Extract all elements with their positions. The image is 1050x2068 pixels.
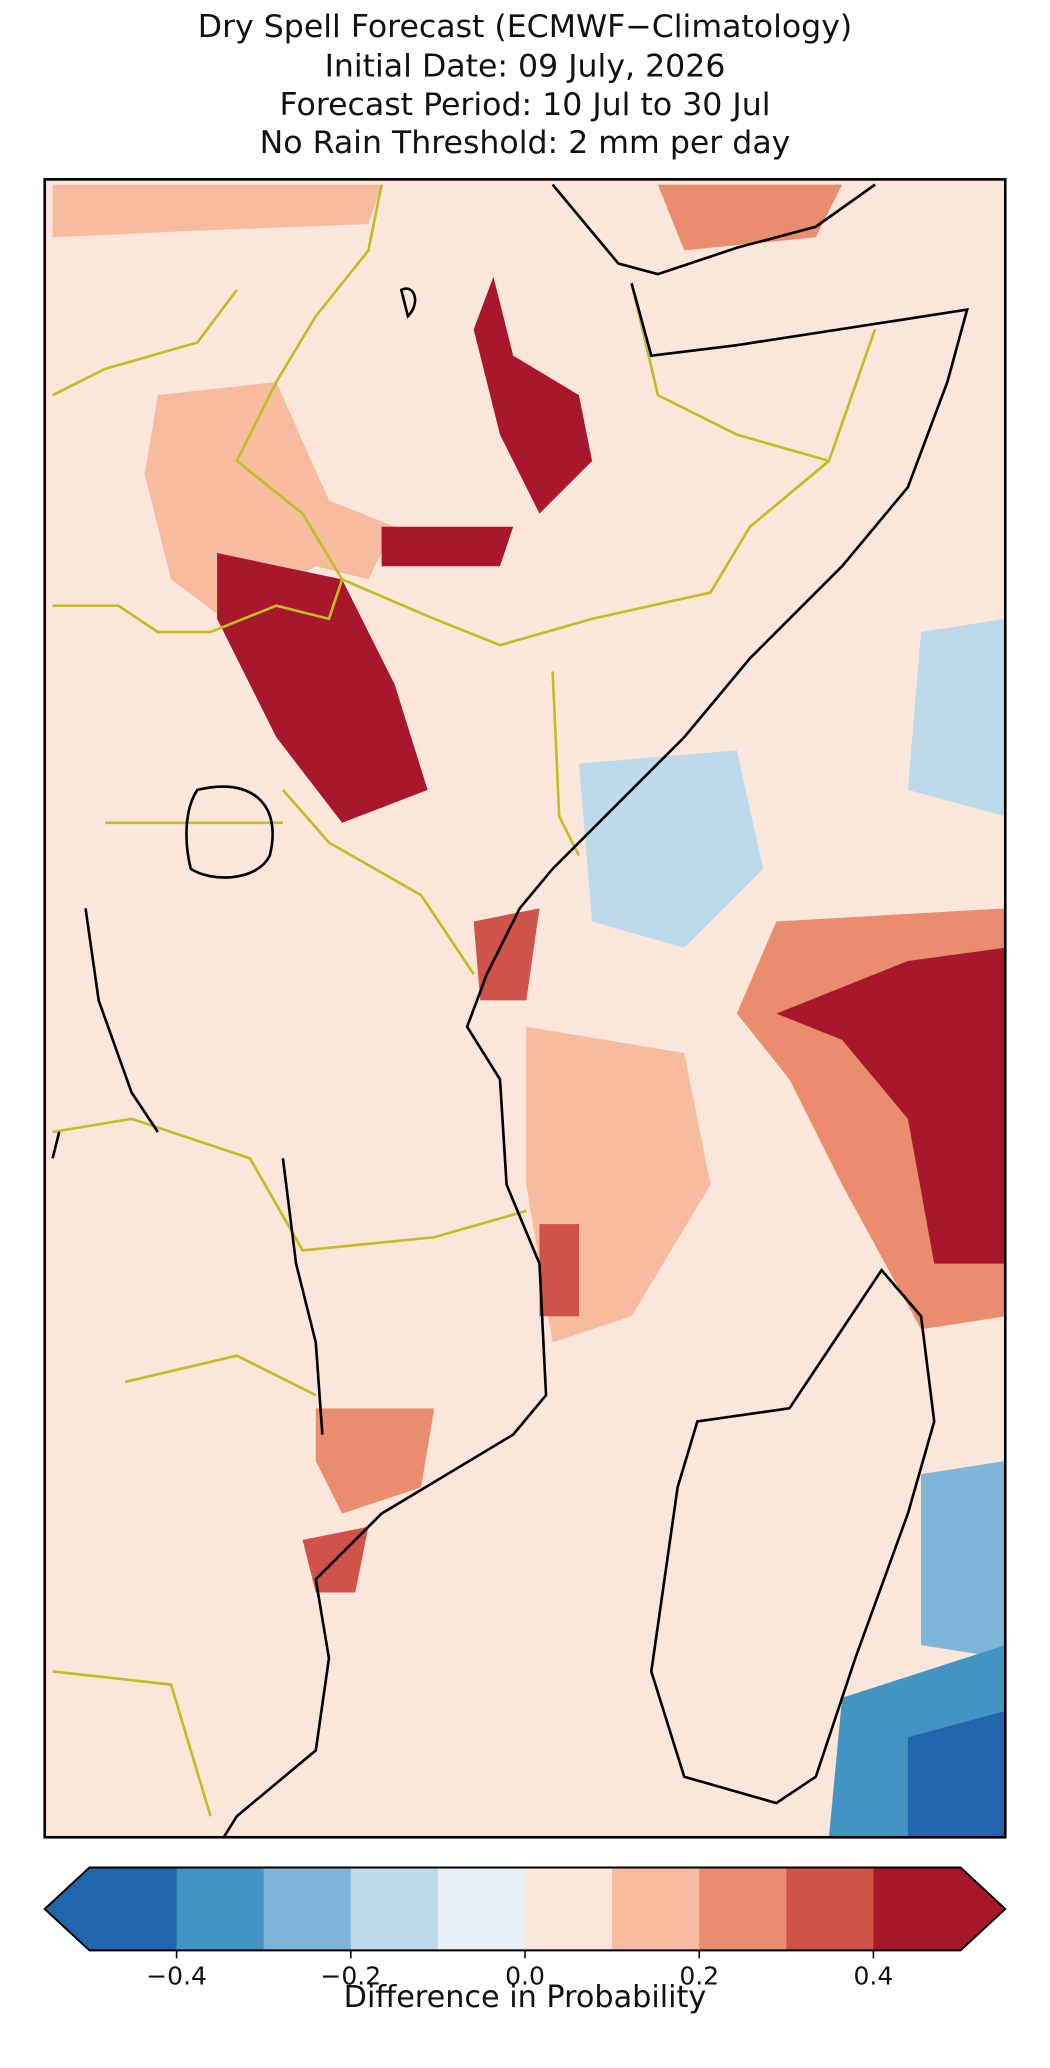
colorbar-segment bbox=[699, 1867, 787, 1951]
colorbar-segment bbox=[525, 1867, 613, 1951]
colorbar-outline bbox=[43, 1866, 1007, 1952]
colorbar-tick-label: 0.2 bbox=[679, 1962, 719, 1991]
map-frame bbox=[43, 178, 1007, 1839]
colorbar-segment bbox=[873, 1867, 962, 1951]
colorbar-segment bbox=[350, 1867, 439, 1951]
colorbar-tick-label: −0.4 bbox=[146, 1962, 207, 1991]
colorbar-label: Difference in Probability bbox=[344, 1980, 707, 2015]
colorbar-tick-label: 0.4 bbox=[854, 1962, 894, 1991]
title-line: Dry Spell Forecast (ECMWF−Climatology) bbox=[198, 9, 852, 45]
colorbar-tick-label: 0.0 bbox=[505, 1962, 545, 1991]
colorbar-segment bbox=[176, 1867, 265, 1951]
title-line: No Rain Threshold: 2 mm per day bbox=[260, 125, 791, 161]
colorbar-tick-label: −0.2 bbox=[320, 1962, 381, 1991]
coastlines bbox=[51, 183, 969, 1838]
title-block: Dry Spell Forecast (ECMWF−Climatology) I… bbox=[198, 9, 852, 161]
colorbar-segment bbox=[786, 1867, 875, 1951]
anomaly-patches bbox=[52, 184, 1006, 1838]
title-line: Initial Date: 09 July, 2026 bbox=[325, 49, 726, 85]
borders bbox=[52, 184, 877, 1817]
colorbar-segment bbox=[263, 1867, 352, 1951]
colorbar-segment bbox=[437, 1867, 526, 1951]
map bbox=[44, 179, 1006, 1838]
colorbar-extension bbox=[44, 1867, 90, 1951]
colorbar: −0.4 −0.2 0.0 0.2 0.4 bbox=[43, 1866, 1007, 1991]
title-line: Forecast Period: 10 Jul to 30 Jul bbox=[280, 87, 771, 123]
colorbar-segment bbox=[612, 1867, 700, 1951]
colorbar-segment bbox=[89, 1867, 178, 1951]
colorbar-extension bbox=[960, 1867, 1006, 1951]
